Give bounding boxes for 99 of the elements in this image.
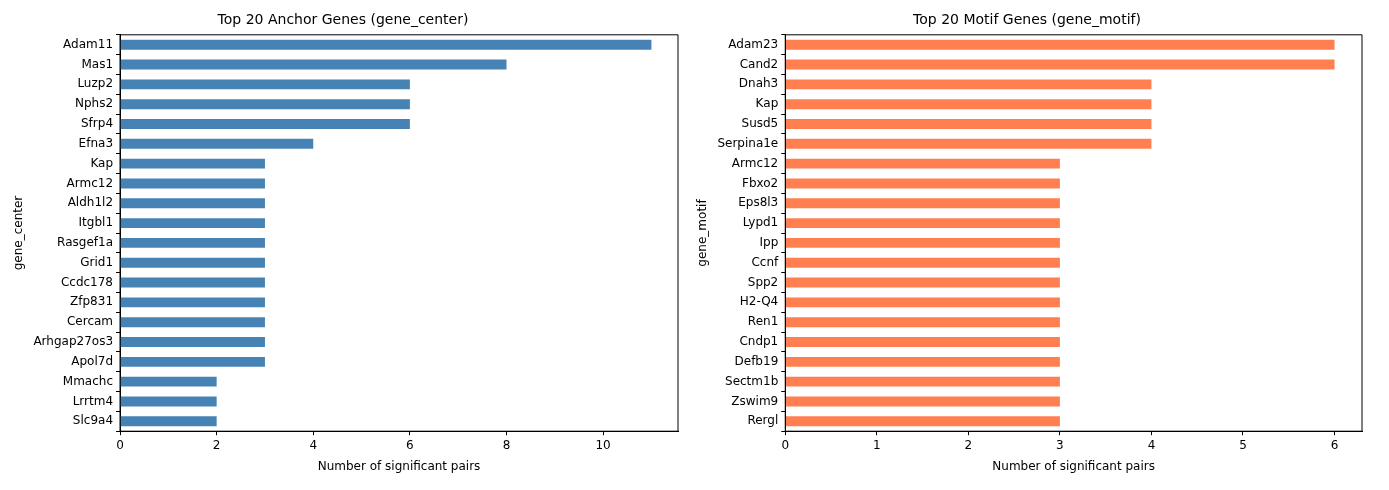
bar xyxy=(785,376,1060,387)
bar xyxy=(785,237,1060,248)
bar xyxy=(120,257,265,268)
y-tick-label: Dnah3 xyxy=(738,76,779,91)
bar xyxy=(120,79,410,90)
bar xyxy=(785,39,1335,50)
bar xyxy=(120,317,265,328)
bar xyxy=(120,237,265,248)
bar xyxy=(785,317,1060,328)
x-tick-label: 4 xyxy=(309,437,318,452)
x-tick-label: 6 xyxy=(1330,437,1339,452)
bar xyxy=(785,99,1152,110)
bar xyxy=(120,376,217,387)
y-tick-label: H2-Q4 xyxy=(739,294,779,309)
y-tick-label: Efna3 xyxy=(78,135,114,150)
bar xyxy=(785,59,1335,70)
bar xyxy=(120,396,217,407)
x-tick-label: 5 xyxy=(1239,437,1247,452)
y-tick-label: Zswim9 xyxy=(731,393,779,408)
y-tick-label: Rasgef1a xyxy=(57,235,114,250)
y-axis-title: gene_center xyxy=(11,195,26,271)
y-tick-label: Armc12 xyxy=(731,155,779,170)
y-tick-label: Luzp2 xyxy=(77,76,114,91)
y-tick-label: Lypd1 xyxy=(742,215,779,230)
bar xyxy=(120,138,314,149)
bar xyxy=(120,218,265,229)
bar xyxy=(785,79,1152,90)
bar xyxy=(120,416,217,427)
bar xyxy=(120,39,652,50)
bar xyxy=(785,218,1060,229)
y-tick-label: Kap xyxy=(90,155,114,170)
bar xyxy=(120,337,265,347)
y-tick-label: Sfrp4 xyxy=(80,116,114,131)
y-tick-label: Adam23 xyxy=(728,36,779,51)
bar xyxy=(785,337,1060,347)
y-tick-label: Cndp1 xyxy=(739,334,779,349)
bar xyxy=(785,396,1060,407)
y-tick-label: Ccdc178 xyxy=(60,274,114,289)
y-tick-label: Rergl xyxy=(747,413,779,428)
x-tick-label: 2 xyxy=(212,437,221,452)
x-tick-label: 0 xyxy=(781,437,790,452)
x-tick-label: 8 xyxy=(502,437,511,452)
bar xyxy=(785,297,1060,308)
bar xyxy=(785,356,1060,367)
y-tick-label: Ipp xyxy=(759,235,779,250)
y-tick-label: Susd5 xyxy=(741,116,779,131)
bar xyxy=(785,119,1152,129)
bar xyxy=(120,277,265,288)
bar xyxy=(785,158,1060,169)
x-tick-label: 3 xyxy=(1056,437,1064,452)
x-tick-label: 6 xyxy=(406,437,414,452)
bar xyxy=(785,277,1060,288)
bar xyxy=(785,138,1152,149)
x-axis-title: Number of significant pairs xyxy=(992,458,1155,473)
y-tick-label: Cercam xyxy=(66,314,114,329)
chart-title: Top 20 Anchor Genes (gene_center) xyxy=(216,11,469,28)
y-tick-label: Apol7d xyxy=(71,353,114,368)
bar xyxy=(120,158,265,169)
bar xyxy=(120,356,265,367)
bar xyxy=(785,416,1060,427)
y-tick-label: Armc12 xyxy=(66,175,114,190)
y-tick-label: Mas1 xyxy=(81,56,114,71)
y-tick-label: Serpina1e xyxy=(717,135,779,150)
y-tick-label: Kap xyxy=(755,96,779,111)
y-tick-label: Sectm1b xyxy=(725,373,779,388)
x-tick-label: 10 xyxy=(595,437,611,452)
y-tick-label: Zfp831 xyxy=(70,294,114,309)
y-tick-label: Adam11 xyxy=(63,36,114,51)
y-tick-label: Aldh1l2 xyxy=(67,195,114,210)
y-tick-label: Lrrtm4 xyxy=(72,393,114,408)
y-tick-label: Eps8l3 xyxy=(738,195,779,210)
bar xyxy=(120,297,265,308)
bar xyxy=(120,59,507,70)
y-tick-label: Arhgap27os3 xyxy=(33,334,114,349)
x-tick-label: 0 xyxy=(116,437,124,452)
bar xyxy=(120,99,410,110)
y-tick-label: Ccnf xyxy=(751,254,780,269)
y-tick-label: Slc9a4 xyxy=(72,413,114,428)
y-tick-label: Itgbl1 xyxy=(78,215,114,230)
y-axis-title: gene_motif xyxy=(695,198,710,267)
y-tick-label: Ren1 xyxy=(747,314,779,329)
y-tick-label: Cand2 xyxy=(739,56,779,71)
y-tick-label: Spp2 xyxy=(747,274,779,289)
bar xyxy=(785,178,1060,189)
bar xyxy=(785,198,1060,209)
y-tick-label: Defb19 xyxy=(734,353,779,368)
bar xyxy=(785,257,1060,268)
x-tick-label: 1 xyxy=(872,437,881,452)
y-tick-label: Nphs2 xyxy=(74,96,114,111)
y-tick-label: Grid1 xyxy=(80,254,114,269)
x-axis-title: Number of significant pairs xyxy=(317,458,481,473)
bar xyxy=(120,119,410,129)
bar xyxy=(120,178,265,189)
x-tick-label: 2 xyxy=(964,437,973,452)
bar xyxy=(120,198,265,209)
y-tick-label: Mmachc xyxy=(62,373,114,388)
chart-title: Top 20 Motif Genes (gene_motif) xyxy=(912,11,1141,28)
x-tick-label: 4 xyxy=(1147,437,1156,452)
y-tick-label: Fbxo2 xyxy=(742,175,779,190)
